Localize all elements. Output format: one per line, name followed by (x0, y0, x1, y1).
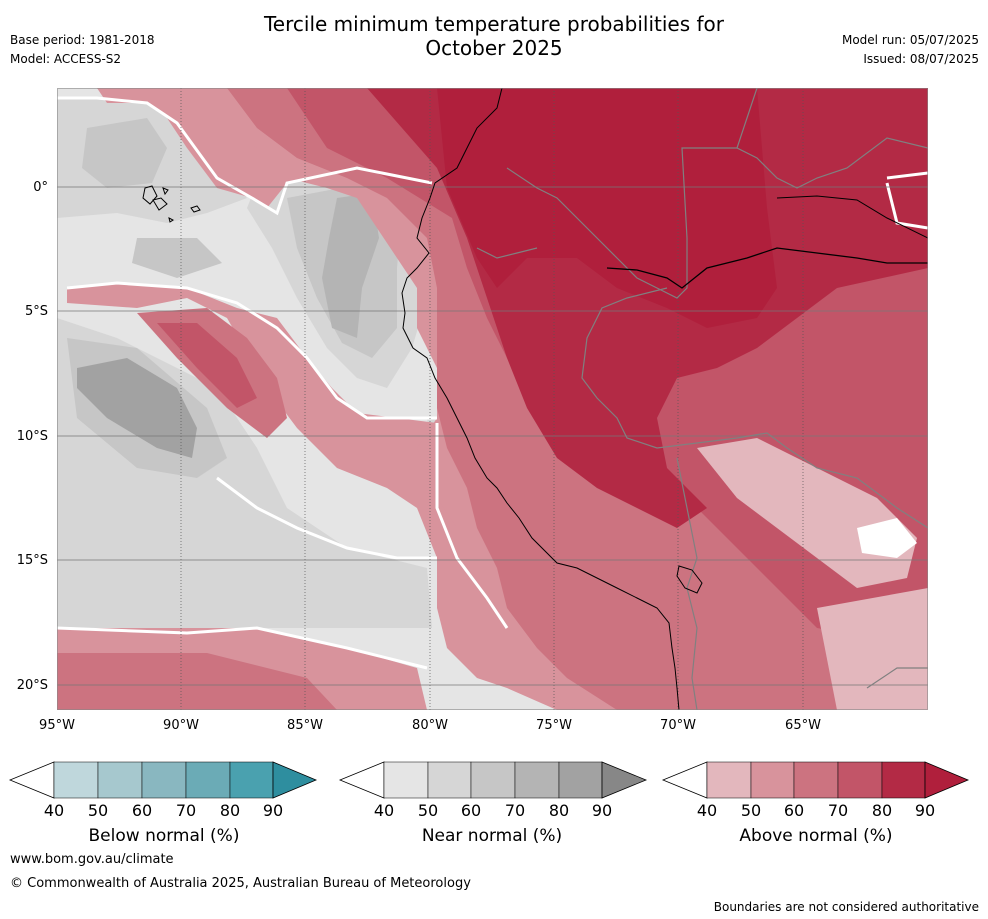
colorbar-near-tick: 60 (460, 801, 482, 820)
colorbar-below-tick: 50 (87, 801, 109, 820)
above-normal-70-zone (157, 323, 257, 408)
website-link[interactable]: www.bom.gov.au/climate (10, 852, 174, 867)
boundary-contour (66, 281, 437, 420)
near-normal-80-zone (77, 358, 197, 458)
near-normal-white-patch (857, 518, 917, 558)
coastline (401, 88, 680, 710)
colorbar-below-bin (97, 761, 143, 799)
colorbar-near-tick: 80 (548, 801, 570, 820)
colorbar-above-bin (837, 761, 883, 799)
boundary-contour (216, 476, 437, 560)
model-run: Model run: 05/07/2025 (841, 33, 979, 47)
colorbar-below-tick: 80 (219, 801, 241, 820)
boundary-contour (57, 96, 433, 216)
country-border (476, 247, 538, 259)
colorbar-above-tick: 70 (827, 801, 849, 820)
colorbar-below-tick: 70 (175, 801, 197, 820)
issued-date: Issued: 08/07/2025 (863, 52, 979, 66)
colorbar-below-tick: 40 (43, 801, 65, 820)
country-border (736, 88, 758, 149)
colorbar-above-title: Above normal (%) (739, 826, 893, 846)
colorbar-below-bin (185, 761, 231, 799)
colorbar-above-tick: 90 (914, 801, 936, 820)
colorbar-below-bin (229, 761, 274, 799)
lat-label-0: 0° (33, 180, 48, 195)
near-normal-60-zone (132, 238, 222, 278)
above-normal-60-zone (57, 653, 337, 710)
colorbar-above-arrow-right (924, 761, 970, 799)
title-line-1: Tercile minimum temperature probabilitie… (263, 12, 725, 36)
colorbar-near-tick: 50 (417, 801, 439, 820)
lake-titicaca (676, 565, 703, 594)
boundary-contour (57, 626, 428, 670)
country-border (676, 457, 698, 710)
lon-label-80w: 80°W (412, 718, 448, 733)
colorbar-above-tick: 60 (783, 801, 805, 820)
colorbar-above-bin (881, 761, 926, 799)
colorbar-near-title: Near normal (%) (421, 826, 563, 846)
lon-label-70w: 70°W (660, 718, 696, 733)
map-frame (57, 88, 928, 710)
colorbar-near-arrow-left (338, 761, 385, 799)
colorbar-below-arrow-left (8, 761, 55, 799)
colorbar-above-bin (706, 761, 752, 799)
boundary-contour (435, 423, 509, 629)
colorbars (8, 761, 970, 799)
colorbar-near-tick: 40 (373, 801, 395, 820)
colorbar-below-title: Below normal (%) (88, 826, 240, 846)
near-normal-70-zone (322, 193, 379, 338)
colorbar-below-normal (8, 761, 318, 799)
colorbar-near-tick: 70 (504, 801, 526, 820)
galapagos-islands (142, 185, 201, 223)
colorbar-above-tick: 40 (696, 801, 718, 820)
lat-label-20s: 20°S (16, 678, 48, 693)
amazon-river (606, 247, 928, 289)
base-period: Base period: 1981-2018 (10, 33, 155, 47)
colorbar-near-arrow-right (601, 761, 648, 799)
lon-label-90w: 90°W (163, 718, 199, 733)
colorbar-near-bin (383, 761, 429, 799)
copyright-text: © Commonwealth of Australia 2025, Austra… (10, 876, 471, 891)
colorbar-above-bin (750, 761, 795, 799)
colorbar-above-tick: 50 (740, 801, 762, 820)
colorbar-above-tick: 80 (871, 801, 893, 820)
country-border (581, 287, 928, 529)
colorbar-below-bin (141, 761, 187, 799)
lon-label-65w: 65°W (785, 718, 821, 733)
colorbar-near-tick: 90 (591, 801, 613, 820)
title-line-2: October 2025 (425, 36, 563, 60)
colorbar-near-normal (338, 761, 648, 799)
chart-title: Tercile minimum temperature probabilitie… (0, 12, 988, 60)
near-normal-60-zone (82, 118, 167, 188)
colorbar-near-bin (427, 761, 472, 799)
boundaries-disclaimer: Boundaries are not considered authoritat… (713, 900, 979, 914)
model-name: Model: ACCESS-S2 (10, 52, 122, 66)
lon-label-75w: 75°W (536, 718, 572, 733)
colorbar-above-bin (793, 761, 839, 799)
lat-label-10s: 10°S (16, 429, 48, 444)
colorbar-below-arrow-right (272, 761, 318, 799)
lon-label-85w: 85°W (287, 718, 323, 733)
colorbar-above-arrow-left (661, 761, 708, 799)
colorbar-near-bin (514, 761, 560, 799)
colorbar-below-tick: 60 (131, 801, 153, 820)
graticule-parallels (57, 186, 928, 686)
colorbar-below-tick: 90 (262, 801, 284, 820)
lat-label-5s: 5°S (24, 304, 48, 319)
lat-label-15s: 15°S (16, 553, 48, 568)
country-border (866, 667, 928, 689)
lon-label-95w: 95°W (39, 718, 75, 733)
colorbar-near-bin (470, 761, 516, 799)
probability-map (57, 88, 928, 710)
river-northeast (776, 195, 928, 239)
colorbar-near-bin (558, 761, 603, 799)
above-normal-40-zone (817, 588, 928, 710)
colorbar-below-bin (53, 761, 99, 799)
country-border (506, 137, 928, 299)
colorbar-above-normal (661, 761, 970, 799)
